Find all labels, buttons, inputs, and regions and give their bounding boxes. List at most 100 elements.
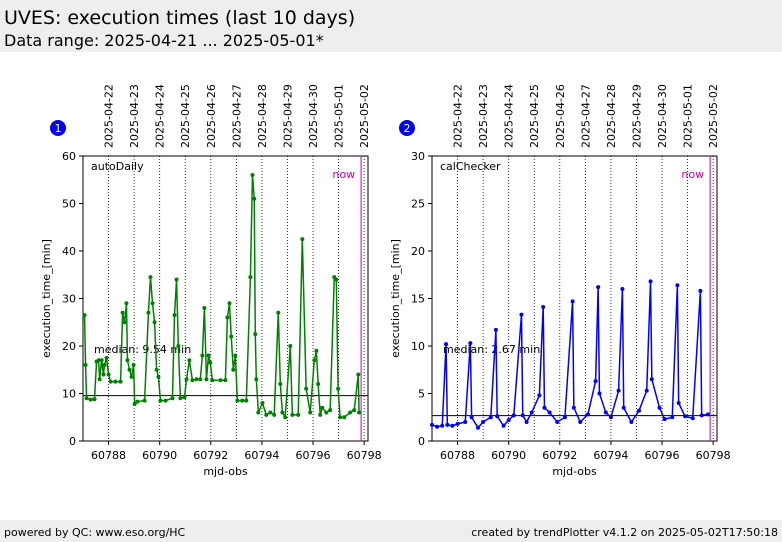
- data-point: [450, 423, 455, 428]
- data-point: [200, 353, 205, 358]
- x-tick-label: 60798: [696, 449, 731, 462]
- date-label: 2025-05-02: [707, 84, 720, 148]
- y-tick-label: 20: [62, 340, 76, 353]
- data-point: [187, 358, 192, 363]
- date-label: 2025-05-02: [358, 84, 371, 148]
- data-point: [334, 277, 339, 282]
- data-point: [223, 378, 228, 383]
- data-point: [254, 377, 259, 382]
- data-point: [102, 363, 107, 367]
- x-tick-label: 60792: [193, 449, 228, 462]
- data-point: [252, 196, 257, 201]
- data-point: [248, 275, 253, 280]
- date-label: 2025-04-25: [179, 84, 192, 148]
- y-axis-label: execution_time_[min]: [40, 239, 53, 358]
- data-point: [96, 358, 101, 363]
- data-point: [529, 410, 534, 415]
- footer-left: powered by QC: www.eso.org/HC: [4, 526, 186, 539]
- data-point: [314, 348, 319, 353]
- data-point: [190, 378, 195, 383]
- date-label: 2025-04-26: [205, 84, 218, 148]
- data-point: [338, 415, 343, 420]
- data-point: [468, 341, 473, 346]
- date-label: 2025-04-28: [256, 84, 269, 148]
- data-point: [82, 313, 87, 318]
- data-point: [264, 412, 269, 417]
- data-point: [493, 327, 498, 332]
- data-point: [233, 353, 238, 358]
- data-point: [541, 305, 546, 310]
- data-point: [132, 401, 137, 406]
- data-point: [163, 398, 168, 403]
- data-point: [444, 342, 449, 347]
- y-axis-label: execution_time_[min]: [389, 239, 402, 358]
- data-point: [131, 363, 136, 367]
- data-point: [320, 405, 325, 410]
- data-point: [476, 425, 481, 430]
- x-tick-label: 60790: [142, 449, 177, 462]
- data-point: [690, 416, 695, 421]
- data-point: [225, 315, 230, 320]
- data-point: [342, 415, 347, 420]
- data-point: [208, 360, 213, 365]
- data-point: [256, 410, 261, 415]
- data-point: [430, 422, 434, 427]
- data-point: [571, 405, 576, 410]
- data-point: [154, 367, 159, 372]
- date-label: 2025-04-24: [154, 84, 167, 148]
- date-label: 2025-04-23: [128, 84, 141, 148]
- data-point: [118, 379, 123, 384]
- y-tick-label: 40: [62, 245, 76, 258]
- data-point: [120, 310, 125, 315]
- data-point: [244, 398, 249, 403]
- data-point: [127, 367, 132, 372]
- x-tick-label: 60794: [593, 449, 628, 462]
- data-point: [253, 332, 258, 337]
- data-point: [637, 408, 642, 413]
- data-point: [644, 388, 649, 393]
- y-tick-label: 30: [62, 293, 76, 306]
- data-point: [304, 386, 309, 391]
- data-point: [455, 421, 460, 426]
- date-label: 2025-04-29: [281, 84, 294, 148]
- data-point: [172, 313, 177, 318]
- data-point: [240, 398, 245, 403]
- data-point: [101, 372, 106, 377]
- y-tick-label: 60: [62, 150, 76, 163]
- data-point: [603, 410, 608, 415]
- data-point: [608, 415, 613, 420]
- data-point: [231, 367, 236, 372]
- series-label: calChecker: [440, 160, 501, 173]
- data-point: [683, 414, 688, 419]
- data-point: [699, 413, 704, 418]
- date-label: 2025-04-28: [605, 84, 618, 148]
- y-tick-label: 30: [411, 150, 425, 163]
- page-title: UVES: execution times (last 10 days): [4, 7, 355, 29]
- page-subtitle: Data range: 2025-04-21 ... 2025-05-01*: [4, 31, 324, 50]
- footer-band: [0, 520, 782, 542]
- data-point: [706, 412, 711, 417]
- x-tick-label: 60796: [296, 449, 331, 462]
- data-point: [562, 415, 567, 420]
- data-point: [210, 378, 215, 383]
- data-point: [675, 283, 680, 288]
- data-point: [620, 287, 625, 291]
- data-point: [616, 388, 621, 393]
- date-label: 2025-05-01: [682, 84, 695, 148]
- y-tick-label: 5: [418, 388, 425, 401]
- data-point: [218, 378, 223, 383]
- data-point: [280, 410, 285, 415]
- data-point: [596, 285, 601, 290]
- data-point: [290, 412, 295, 417]
- now-label: now: [681, 168, 704, 181]
- data-point: [621, 405, 626, 410]
- data-point: [698, 288, 703, 293]
- plot-frame: [82, 155, 369, 442]
- data-point: [555, 420, 560, 424]
- data-point: [288, 344, 293, 348]
- data-point: [97, 377, 102, 382]
- x-tick-label: 60794: [244, 449, 279, 462]
- date-label: 2025-04-27: [230, 84, 243, 148]
- data-point: [547, 410, 552, 415]
- data-point: [227, 301, 232, 306]
